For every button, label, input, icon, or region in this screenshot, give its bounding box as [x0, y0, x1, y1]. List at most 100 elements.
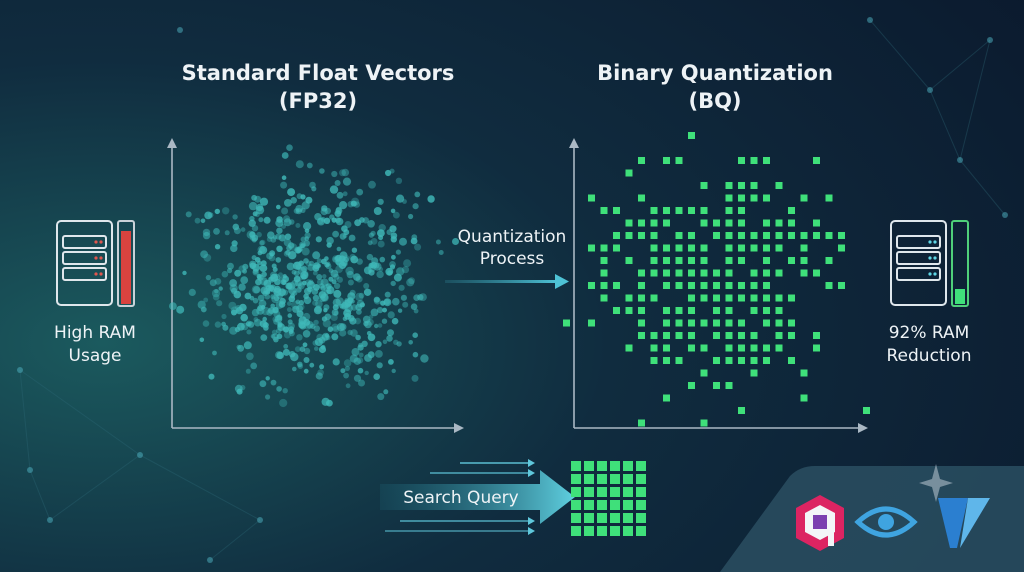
grid-cell — [571, 474, 581, 484]
float-point — [282, 274, 287, 279]
panel-subtitle: (BQ) — [688, 89, 741, 113]
float-point — [319, 295, 326, 302]
float-point — [212, 350, 217, 356]
binary-point — [650, 232, 658, 239]
server-label: High RAM — [54, 323, 136, 343]
float-point — [395, 249, 401, 255]
float-point — [221, 270, 229, 278]
float-point — [271, 329, 278, 335]
logo-q — [796, 495, 844, 551]
float-point — [253, 286, 261, 294]
float-point — [315, 372, 323, 380]
float-point — [402, 301, 409, 308]
binary-point — [750, 282, 758, 289]
query-arrow — [380, 470, 575, 524]
grid-cell — [584, 513, 594, 523]
binary-point — [675, 282, 683, 289]
float-point — [199, 337, 205, 343]
float-point — [247, 321, 255, 328]
float-point — [350, 255, 359, 264]
float-point — [194, 217, 201, 224]
binary-point — [600, 244, 608, 252]
float-point — [393, 211, 400, 219]
float-point — [268, 284, 277, 293]
binary-point — [663, 282, 670, 289]
grid-cell — [584, 526, 594, 536]
binary-point — [663, 319, 670, 327]
float-point — [267, 231, 275, 239]
binary-point — [813, 219, 820, 227]
float-point — [288, 351, 296, 358]
float-point — [296, 305, 304, 313]
binary-point — [625, 232, 633, 239]
float-point — [336, 191, 344, 199]
binary-point — [713, 382, 720, 389]
binary-point — [625, 294, 633, 302]
binary-point — [725, 232, 733, 239]
binary-point — [750, 157, 758, 164]
float-point — [297, 282, 305, 290]
float-point — [350, 299, 355, 304]
float-point — [356, 188, 364, 196]
grid-cell — [636, 526, 646, 536]
float-point — [356, 357, 364, 364]
float-point — [410, 237, 418, 245]
binary-point — [738, 344, 745, 352]
float-point — [374, 323, 379, 329]
float-point — [350, 329, 358, 337]
float-point — [233, 227, 241, 235]
float-point — [412, 351, 419, 358]
float-point — [283, 331, 291, 339]
binary-point — [588, 282, 595, 289]
float-point — [452, 238, 459, 245]
network-node — [927, 87, 933, 93]
binary-point — [675, 332, 683, 339]
binary-point — [663, 344, 670, 352]
float-point — [296, 334, 303, 341]
binary-point — [813, 344, 820, 352]
binary-point — [788, 332, 795, 339]
binary-point — [763, 269, 770, 277]
float-point — [373, 373, 381, 381]
float-point — [293, 208, 300, 214]
binary-point — [763, 257, 770, 264]
float-point — [389, 264, 396, 270]
float-point — [274, 278, 281, 286]
float-point — [287, 313, 293, 318]
float-point — [334, 282, 341, 290]
binary-point — [750, 182, 758, 189]
float-point — [367, 318, 374, 326]
server-lights — [928, 240, 937, 276]
binary-point — [763, 232, 770, 239]
network-edge — [869, 19, 931, 91]
float-point — [286, 307, 292, 313]
float-point — [248, 219, 256, 227]
binary-point — [725, 257, 733, 264]
float-point — [188, 288, 196, 296]
process-label: Process — [480, 249, 545, 269]
float-point — [341, 168, 350, 177]
float-point — [275, 233, 282, 240]
binary-point — [688, 332, 695, 339]
float-point — [233, 290, 242, 299]
grid-cell — [623, 474, 633, 484]
float-point — [376, 362, 383, 369]
float-point — [240, 276, 249, 284]
binary-point — [763, 294, 770, 302]
float-point — [332, 230, 339, 238]
binary-point — [738, 257, 745, 264]
float-point — [345, 266, 354, 276]
float-point — [316, 333, 324, 341]
float-point — [358, 352, 364, 358]
float-point — [312, 300, 318, 306]
float-point — [332, 358, 340, 366]
binary-point — [800, 244, 808, 252]
panel-subtitle: (FP32) — [279, 89, 357, 113]
float-point — [333, 289, 342, 298]
float-point — [370, 308, 379, 317]
float-point — [377, 240, 385, 248]
float-point — [250, 362, 258, 370]
binary-point — [638, 332, 645, 339]
float-point — [276, 292, 283, 299]
float-point — [281, 223, 286, 229]
